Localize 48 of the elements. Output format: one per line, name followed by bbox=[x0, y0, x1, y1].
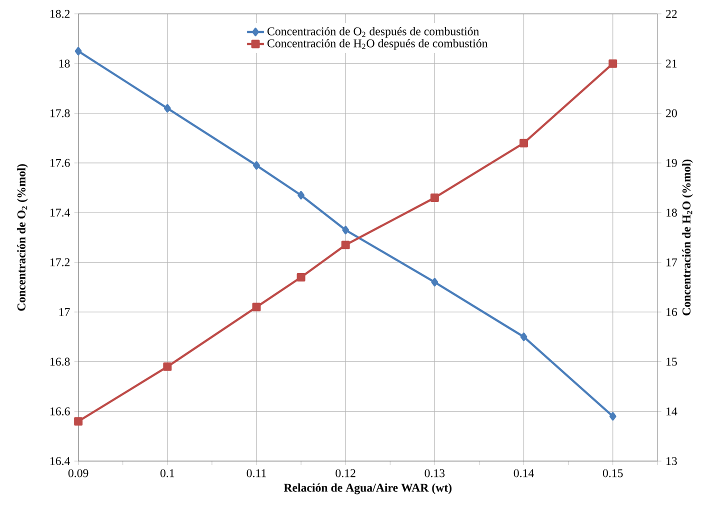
point bbox=[163, 362, 172, 372]
point bbox=[342, 226, 350, 234]
x-tick-label: 0.1 bbox=[160, 469, 174, 478]
y-axis-title: Concentración de O$_{2}$ (%mol) bbox=[17, 164, 28, 311]
legend-label: Concentración de O$_{2}$ después de combustión bbox=[267, 27, 480, 38]
y2-tick-label: 17 bbox=[666, 258, 678, 266]
point bbox=[520, 332, 528, 342]
y-tick-label: 16.6 bbox=[50, 408, 70, 416]
x-axis-title: Relación de Agua/Aire WAR (wt) bbox=[284, 484, 452, 494]
point bbox=[609, 412, 616, 421]
x-tick-label: 0.11 bbox=[246, 469, 266, 478]
point bbox=[74, 417, 83, 426]
point bbox=[520, 139, 528, 148]
y2-tick-label: 18 bbox=[666, 208, 677, 217]
y2-tick-label: 21 bbox=[666, 60, 677, 68]
y-tick-label: 16.8 bbox=[50, 358, 70, 366]
y2-tick-label: 13 bbox=[666, 457, 677, 466]
point bbox=[608, 60, 618, 68]
y-tick-label: 16.4 bbox=[50, 457, 70, 466]
point bbox=[296, 273, 306, 282]
y-tick-label: 17.8 bbox=[50, 109, 70, 118]
y2-tick-label: 15 bbox=[666, 358, 677, 366]
y2-tick-label: 14 bbox=[666, 408, 678, 416]
x-tick-label: 0.12 bbox=[336, 469, 356, 478]
point bbox=[430, 194, 439, 202]
y2-tick-label: 19 bbox=[666, 159, 677, 168]
y-tick-label: 18.2 bbox=[50, 10, 70, 18]
x-tick-label: 0.14 bbox=[514, 469, 534, 478]
y-tick-label: 17.4 bbox=[50, 208, 70, 217]
x-tick-label: 0.15 bbox=[602, 469, 623, 478]
legend-label: Concentración de H$_{2}$O después de combustión bbox=[267, 39, 488, 50]
point bbox=[341, 240, 350, 250]
y-tick-label: 17.6 bbox=[50, 159, 70, 168]
point bbox=[298, 191, 304, 200]
point bbox=[74, 47, 82, 56]
point bbox=[253, 161, 260, 170]
y2-tick-label: 16 bbox=[666, 308, 678, 316]
x-tick-label: 0.13 bbox=[424, 469, 445, 478]
y-tick-label: 17 bbox=[59, 308, 70, 316]
point bbox=[252, 302, 261, 312]
y2-tick-label: 22 bbox=[666, 10, 677, 18]
point bbox=[431, 278, 438, 287]
point bbox=[164, 104, 171, 113]
y-tick-label: 17.2 bbox=[50, 258, 70, 267]
x-tick-label: 0.09 bbox=[68, 469, 88, 478]
y-tick-label: 18 bbox=[59, 60, 70, 68]
y2-tick-label: 20 bbox=[666, 109, 677, 118]
y2-axis-title: Concentración de H$_{2}$O (%mol) bbox=[682, 160, 693, 316]
